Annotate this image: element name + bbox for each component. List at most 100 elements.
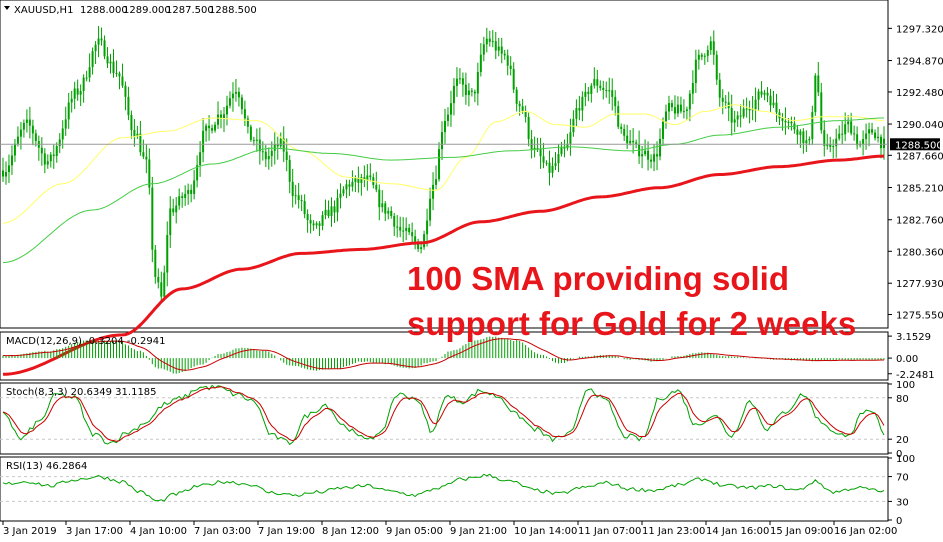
candle-body xyxy=(282,138,285,152)
candle-body xyxy=(883,138,885,149)
candle-body xyxy=(811,112,814,140)
candle-body xyxy=(611,90,614,97)
candle-body xyxy=(16,136,19,144)
candle-body xyxy=(455,78,458,86)
price-series-layer xyxy=(0,26,892,376)
candle-body xyxy=(46,161,49,165)
candle-body xyxy=(566,143,569,149)
candle-body xyxy=(25,119,28,123)
y-tick-label: 30 xyxy=(896,497,909,508)
x-tick-label: 7 Jan 19:00 xyxy=(258,526,315,537)
y-tick-label: 3.1529 xyxy=(896,332,931,343)
candle-body xyxy=(605,90,608,92)
candle-body xyxy=(814,75,817,113)
candle-body xyxy=(2,170,4,177)
candle-body xyxy=(279,138,282,147)
candle-body xyxy=(154,249,157,277)
candle-body xyxy=(838,133,841,139)
candle-body xyxy=(384,203,387,214)
candle-body xyxy=(97,38,100,45)
candle-body xyxy=(629,140,632,144)
candle-body xyxy=(34,133,37,142)
candle-body xyxy=(527,117,530,140)
candle-body xyxy=(524,110,527,118)
candle-body xyxy=(458,78,461,80)
candle-body xyxy=(769,95,772,106)
candle-body xyxy=(548,162,551,173)
candle-body xyxy=(802,131,805,144)
candle-body xyxy=(641,154,644,157)
candle-body xyxy=(246,118,249,127)
candle-body xyxy=(151,187,154,250)
candle-body xyxy=(396,226,399,228)
ma-fast-line xyxy=(2,104,885,224)
candle-body xyxy=(378,189,381,208)
stoch-series-layer xyxy=(0,383,892,454)
candle-body xyxy=(724,101,727,103)
candle-body xyxy=(778,112,781,119)
candle-body xyxy=(214,124,217,131)
candle-body xyxy=(614,96,617,107)
candle-body xyxy=(623,128,626,136)
current-price-label: 1288.500 xyxy=(895,140,943,151)
candle-body xyxy=(79,91,82,95)
candle-body xyxy=(730,108,733,123)
candle-body xyxy=(432,184,435,199)
candle-body xyxy=(662,121,665,139)
candle-body xyxy=(58,139,61,147)
x-tick-label: 16 Jan 02:00 xyxy=(834,526,897,537)
candle-body xyxy=(342,189,345,194)
candle-body xyxy=(784,120,787,123)
candle-body xyxy=(345,184,348,190)
candle-body xyxy=(670,103,673,108)
candle-body xyxy=(208,125,211,129)
annotation-line-1: 100 SMA providing solid xyxy=(407,260,789,297)
candle-body xyxy=(653,154,656,162)
candle-body xyxy=(273,144,276,151)
candle-body xyxy=(118,73,121,77)
candle-body xyxy=(40,147,43,154)
candle-body xyxy=(760,91,763,95)
candle-body xyxy=(485,38,488,45)
candle-body xyxy=(805,140,808,144)
x-tick-label: 14 Jan 16:00 xyxy=(706,526,769,537)
candle-body xyxy=(426,220,429,235)
candle-body xyxy=(712,41,715,55)
candle-body xyxy=(685,109,688,111)
candle-body xyxy=(560,147,563,155)
candle-body xyxy=(169,208,172,236)
candle-body xyxy=(166,235,169,273)
candle-body xyxy=(739,115,742,117)
candle-body xyxy=(650,159,653,162)
candle-body xyxy=(569,132,572,144)
candle-body xyxy=(787,121,790,123)
candle-body xyxy=(488,38,491,42)
candle-body xyxy=(700,54,703,57)
candle-body xyxy=(847,121,850,125)
candle-body xyxy=(366,175,369,181)
candle-body xyxy=(664,111,667,122)
candle-body xyxy=(482,44,485,55)
candle-body xyxy=(841,133,844,135)
candle-body xyxy=(106,56,109,64)
candle-body xyxy=(826,144,829,146)
candle-body xyxy=(336,197,339,213)
candle-body xyxy=(435,179,438,185)
candle-body xyxy=(775,102,778,113)
candle-body xyxy=(449,103,452,115)
x-tick-label: 3 Jan 17:00 xyxy=(66,526,123,537)
candle-body xyxy=(339,193,342,198)
stoch-label: Stoch(8,3,3) 20.6349 31.1185 xyxy=(6,387,157,398)
ohlc-high: 1289.000 xyxy=(123,5,171,16)
ohlc-open: 1288.000 xyxy=(80,5,128,16)
candle-body xyxy=(536,147,539,149)
candle-body xyxy=(408,227,411,233)
y-tick-label: 20 xyxy=(896,435,909,446)
candle-body xyxy=(211,128,214,131)
candle-body xyxy=(515,89,518,104)
candle-body xyxy=(255,139,258,141)
candle-body xyxy=(327,209,330,217)
candle-body xyxy=(333,206,336,213)
candle-body xyxy=(369,175,372,178)
candle-body xyxy=(390,210,393,217)
